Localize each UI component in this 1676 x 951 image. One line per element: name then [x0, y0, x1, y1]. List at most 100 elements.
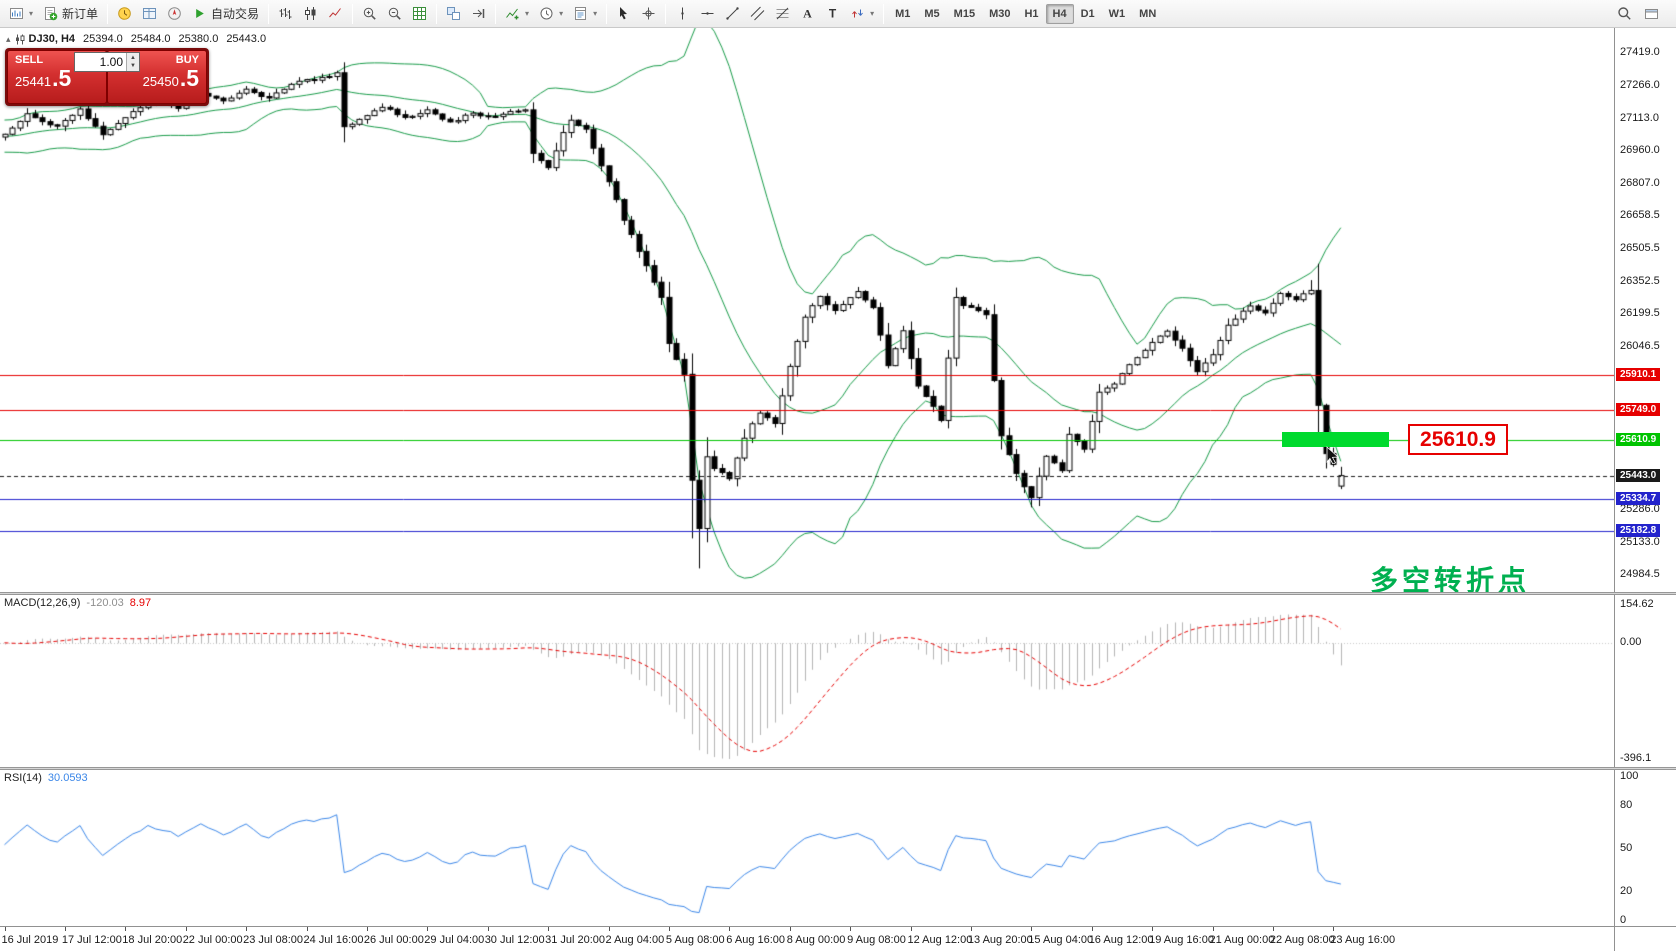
zoom-out-icon — [388, 7, 401, 20]
price-chart-canvas[interactable] — [0, 28, 1614, 592]
time-tick — [367, 927, 368, 931]
line-chart-button[interactable] — [323, 3, 348, 25]
macd-value-main: -120.03 — [86, 597, 124, 609]
toolbar: ▾ 新订单 自动交易 ▾ ▾ ▾ A T ▾ M1 M5 M15 M30 H1 H4 D1 W1 MN — [0, 0, 1676, 28]
one-click-collapse-icon[interactable]: ▴ — [6, 33, 11, 44]
templates-dropdown-icon: ▾ — [593, 9, 598, 18]
trendline-icon — [726, 7, 739, 20]
search-button[interactable] — [1612, 3, 1637, 25]
volume-input[interactable]: 1.00 ▲ ▼ — [74, 52, 140, 72]
macd-tick-label: 0.00 — [1620, 636, 1642, 649]
grid-button[interactable] — [407, 3, 432, 25]
price-tick-label: 27113.0 — [1620, 111, 1659, 124]
time-tick — [1213, 927, 1214, 931]
rsi-tick-label: 50 — [1620, 842, 1633, 854]
main-chart-panel: ▴ DJ30, H4 25394.0 25484.0 25380.0 25443… — [0, 28, 1676, 592]
volume-spinner[interactable]: ▲ ▼ — [126, 53, 139, 71]
text-button[interactable]: A — [795, 3, 820, 25]
timeframe-W1[interactable]: W1 — [1108, 7, 1126, 20]
autotrading-button[interactable]: 自动交易 — [187, 3, 264, 25]
price-tick-label: 27419.0 — [1620, 46, 1660, 58]
timeframe-D1[interactable]: D1 — [1080, 7, 1095, 20]
macd-canvas[interactable] — [0, 595, 1614, 767]
bar-chart-icon — [279, 8, 292, 19]
svg-text:A: A — [803, 7, 812, 21]
new-chart-dropdown-icon: ▾ — [29, 9, 34, 18]
timeframe-H1[interactable]: H1 — [1024, 7, 1039, 20]
zoom-out-button[interactable] — [382, 3, 407, 25]
arrange-windows-button[interactable] — [441, 3, 466, 25]
price-tick-label: 26807.0 — [1620, 177, 1660, 190]
arrows-button[interactable]: ▾ — [845, 3, 879, 25]
text-label-button[interactable]: T — [820, 3, 845, 25]
timeframe-M5[interactable]: M5 — [924, 7, 940, 20]
fibonacci-button[interactable] — [770, 3, 795, 25]
price-tick-label: 26505.5 — [1620, 241, 1660, 254]
time-tick — [669, 927, 670, 931]
time-tick — [1333, 927, 1334, 931]
time-tick — [186, 927, 187, 931]
rsi-axis[interactable]: 100 80 50 20 0 — [1614, 770, 1676, 926]
new-chart-icon — [10, 8, 23, 19]
navigator-icon — [168, 7, 181, 20]
svg-text:T: T — [829, 7, 837, 21]
mouse-cursor-icon — [1326, 446, 1339, 464]
buy-button[interactable]: BUY 25450.5 — [107, 50, 207, 104]
crosshair-icon — [642, 7, 655, 20]
trendline-button[interactable] — [720, 3, 745, 25]
time-tick — [125, 927, 126, 931]
buy-price: 25450.5 — [142, 65, 199, 91]
workspace-button[interactable] — [1639, 3, 1664, 25]
panel-splitter[interactable] — [0, 767, 1676, 770]
navigator-button[interactable] — [162, 3, 187, 25]
indicators-dropdown-icon: ▾ — [525, 9, 530, 18]
indicators-button[interactable]: ▾ — [500, 3, 534, 25]
volume-value: 1.00 — [99, 55, 123, 69]
zoom-in-button[interactable] — [357, 3, 382, 25]
time-label: 18 Jul 20:00 — [122, 934, 183, 946]
price-badge-resistance-1: 25910.1 — [1616, 368, 1661, 382]
price-badge-pivot: 25610.9 — [1616, 432, 1661, 446]
time-label: 12 Aug 12:00 — [907, 934, 973, 946]
price-badge-support-1: 25334.7 — [1616, 491, 1661, 505]
pivot-highlight-bar[interactable] — [1282, 432, 1389, 447]
periods-button[interactable]: ▾ — [534, 3, 568, 25]
time-label: 17 Jul 12:00 — [61, 934, 122, 946]
cursor-button[interactable] — [611, 3, 636, 25]
quote-low: 25380.0 — [178, 33, 219, 45]
market-watch-button[interactable] — [112, 3, 137, 25]
crosshair-button[interactable] — [636, 3, 661, 25]
cursor-icon — [620, 7, 628, 20]
toolbar-right-group — [1612, 3, 1672, 25]
data-window-button[interactable] — [137, 3, 162, 25]
symbol-icon — [15, 34, 25, 44]
macd-label: MACD(12,26,9) -120.03 8.97 — [4, 597, 152, 609]
timeframe-M30[interactable]: M30 — [989, 7, 1011, 20]
scroll-to-end-button[interactable] — [466, 3, 491, 25]
equidistant-channel-button[interactable] — [745, 3, 770, 25]
templates-button[interactable]: ▾ — [568, 3, 602, 25]
vertical-line-button[interactable] — [670, 3, 695, 25]
turning-point-annotation[interactable]: 多空转折点 — [1370, 565, 1531, 592]
macd-axis[interactable]: 154.62 0.00 -396.1 — [1614, 595, 1676, 767]
timeframe-MN[interactable]: MN — [1139, 7, 1157, 20]
candlestick-button[interactable] — [298, 3, 323, 25]
new-chart-button[interactable]: ▾ — [4, 3, 38, 25]
new-order-button[interactable]: 新订单 — [38, 3, 103, 25]
timeframe-M15[interactable]: M15 — [953, 7, 976, 20]
timeframe-M1[interactable]: M1 — [895, 7, 911, 20]
rsi-canvas[interactable] — [0, 770, 1614, 926]
time-tick — [729, 927, 730, 931]
time-tick — [246, 927, 247, 931]
time-axis[interactable]: 16 Jul 2019 17 Jul 12:00 18 Jul 20:00 22 Ju… — [0, 926, 1676, 951]
time-tick — [5, 927, 6, 931]
price-axis[interactable]: 27419.0 27266.0 27113.0 26960.0 26807.0 26658… — [1614, 28, 1676, 592]
panel-splitter[interactable] — [0, 592, 1676, 595]
horizontal-line-button[interactable] — [695, 3, 720, 25]
bar-chart-button[interactable] — [273, 3, 298, 25]
time-tick — [548, 927, 549, 931]
time-label: 30 Jul 12:00 — [484, 934, 545, 946]
macd-tick-label: -396.1 — [1620, 752, 1652, 764]
timeframe-H4[interactable]: H4 — [1045, 3, 1074, 24]
pivot-price-callout[interactable]: 25610.9 — [1408, 424, 1508, 455]
